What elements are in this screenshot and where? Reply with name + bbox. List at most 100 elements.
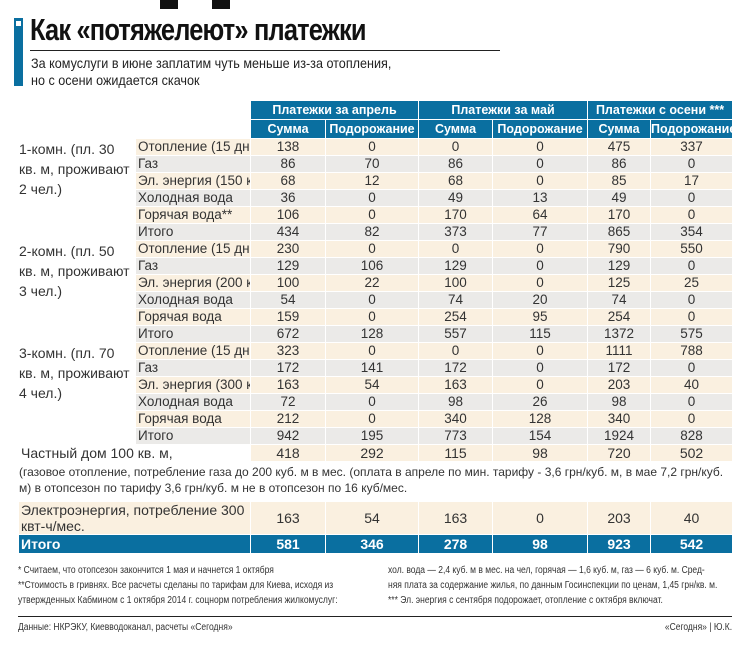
decor-mark (212, 0, 230, 9)
cell-value: 170 (587, 206, 652, 224)
cell-value: 40 (650, 376, 734, 394)
cell-value: 141 (325, 359, 419, 377)
cell-value: 0 (650, 206, 734, 224)
total-value: 923 (587, 534, 652, 554)
total-value: 346 (325, 534, 419, 554)
table-row: Горячая вода 159 0 254 95 254 0 (19, 308, 734, 326)
cell-value: 773 (418, 427, 493, 445)
cell-value: 128 (491, 410, 589, 428)
cell-value: 72 (250, 393, 326, 411)
cell-value: 154 (491, 427, 589, 445)
header-rise: Подорожание (650, 119, 734, 139)
table-row: Холодная вода 36 0 49 13 49 0 (19, 189, 734, 207)
cell-value: 40 (650, 501, 734, 535)
cell-value: 340 (587, 410, 652, 428)
cell-value: 0 (491, 240, 589, 258)
cell-value: 865 (587, 223, 652, 241)
table-row: Холодная вода 54 0 74 20 74 0 (19, 291, 734, 309)
cell-value: 203 (587, 376, 652, 394)
header-april: Платежки за апрель (250, 100, 419, 120)
payments-table: Платежки за апрель Платежки за май Плате… (17, 100, 734, 554)
cell-value: 172 (250, 359, 326, 377)
row-label: Отопление (15 дней (135, 240, 251, 258)
cell-value: 0 (650, 359, 734, 377)
row-label: Эл. энергия (200 кВт-ч) (135, 274, 251, 292)
cell-value: 373 (418, 223, 493, 241)
cell-value: 1372 (587, 325, 652, 343)
row-label: Холодная вода (135, 393, 251, 411)
cell-value: 64 (491, 206, 589, 224)
cell-value: 74 (587, 291, 652, 309)
subtitle: За комуслуги в июне заплатим чуть меньше… (31, 55, 391, 89)
cell-value: 0 (325, 342, 419, 360)
total-value: 542 (650, 534, 734, 554)
cell-value: 0 (325, 138, 419, 156)
cell-value: 550 (650, 240, 734, 258)
blank (18, 119, 251, 139)
footnotes-left: * Считаем, что отопсезон закончится 1 ма… (18, 563, 338, 608)
cell-value: 100 (418, 274, 493, 292)
header-rise: Подорожание (491, 119, 589, 139)
cell-value: 172 (587, 359, 652, 377)
total-value: 98 (491, 534, 589, 554)
cell-value: 323 (250, 342, 326, 360)
cell-value: 557 (418, 325, 493, 343)
cell-value: 0 (491, 359, 589, 377)
cell-value: 163 (418, 376, 493, 394)
cell-value: 13 (491, 189, 589, 207)
cell-value: 828 (650, 427, 734, 445)
cell-value: 49 (418, 189, 493, 207)
cell-value: 788 (650, 342, 734, 360)
cell-value: 82 (325, 223, 419, 241)
table-row: Горячая вода** 106 0 170 64 170 0 (19, 206, 734, 224)
total-value: 581 (250, 534, 326, 554)
cell-value: 12 (325, 172, 419, 190)
cell-value: 129 (418, 257, 493, 275)
table-row: Итого 942 195 773 154 1924 828 (19, 427, 734, 445)
row-label: Итого (135, 325, 251, 343)
cell-value: 0 (491, 376, 589, 394)
cell-value: 0 (325, 393, 419, 411)
cell-value: 100 (250, 274, 326, 292)
cell-value: 575 (650, 325, 734, 343)
cell-value: 203 (587, 501, 652, 535)
cell-value: 292 (325, 444, 419, 462)
cell-value: 86 (250, 155, 326, 173)
table-row: Итого 434 82 373 77 865 354 (19, 223, 734, 241)
row-label: Газ (135, 155, 251, 173)
row-label: Эл. энергия (150 кВт-ч) (135, 172, 251, 190)
credit: «Сегодня» | Ю.К. (664, 622, 732, 633)
cell-value: 163 (418, 501, 493, 535)
cell-value: 354 (650, 223, 734, 241)
row-label: Итого (135, 223, 251, 241)
cell-value: 195 (325, 427, 419, 445)
footnote: * Считаем, что отопсезон закончится 1 ма… (18, 565, 274, 576)
total-value: 278 (418, 534, 493, 554)
house-row: Частный дом 100 кв. м, 418 292 115 98 720 502 (18, 444, 734, 462)
header-sum: Сумма (250, 119, 326, 139)
cell-value: 254 (587, 308, 652, 326)
row-label: Горячая вода (135, 308, 251, 326)
cell-value: 0 (491, 172, 589, 190)
row-label: Холодная вода (135, 189, 251, 207)
footnote: **Стоимость в гривнях. Все расчеты сдела… (18, 580, 334, 591)
cell-value: 0 (325, 308, 419, 326)
cell-value: 115 (491, 325, 589, 343)
header-sum: Сумма (418, 119, 493, 139)
cell-value: 86 (587, 155, 652, 173)
cell-value: 25 (650, 274, 734, 292)
electricity-row: Электроэнергия, потребление 300 квт-ч/ме… (18, 501, 734, 535)
cell-value: 129 (250, 257, 326, 275)
table-row: Горячая вода 212 0 340 128 340 0 (19, 410, 734, 428)
table-row: Итого 672 128 557 115 1372 575 (19, 325, 734, 343)
table-row: 3-комн. (пл. 70 кв. м, проживают 4 чел.)… (18, 342, 734, 445)
cell-value: 163 (250, 501, 326, 535)
table-row: Холодная вода 72 0 98 26 98 0 (19, 393, 734, 411)
cell-value: 54 (325, 376, 419, 394)
footer-divider (18, 616, 732, 617)
cell-value: 125 (587, 274, 652, 292)
cell-value: 0 (491, 138, 589, 156)
cell-value: 0 (650, 410, 734, 428)
apartment-label: 2-комн. (пл. 50 кв. м, проживают 3 чел.) (18, 240, 136, 343)
total-label: Итого (18, 534, 251, 554)
